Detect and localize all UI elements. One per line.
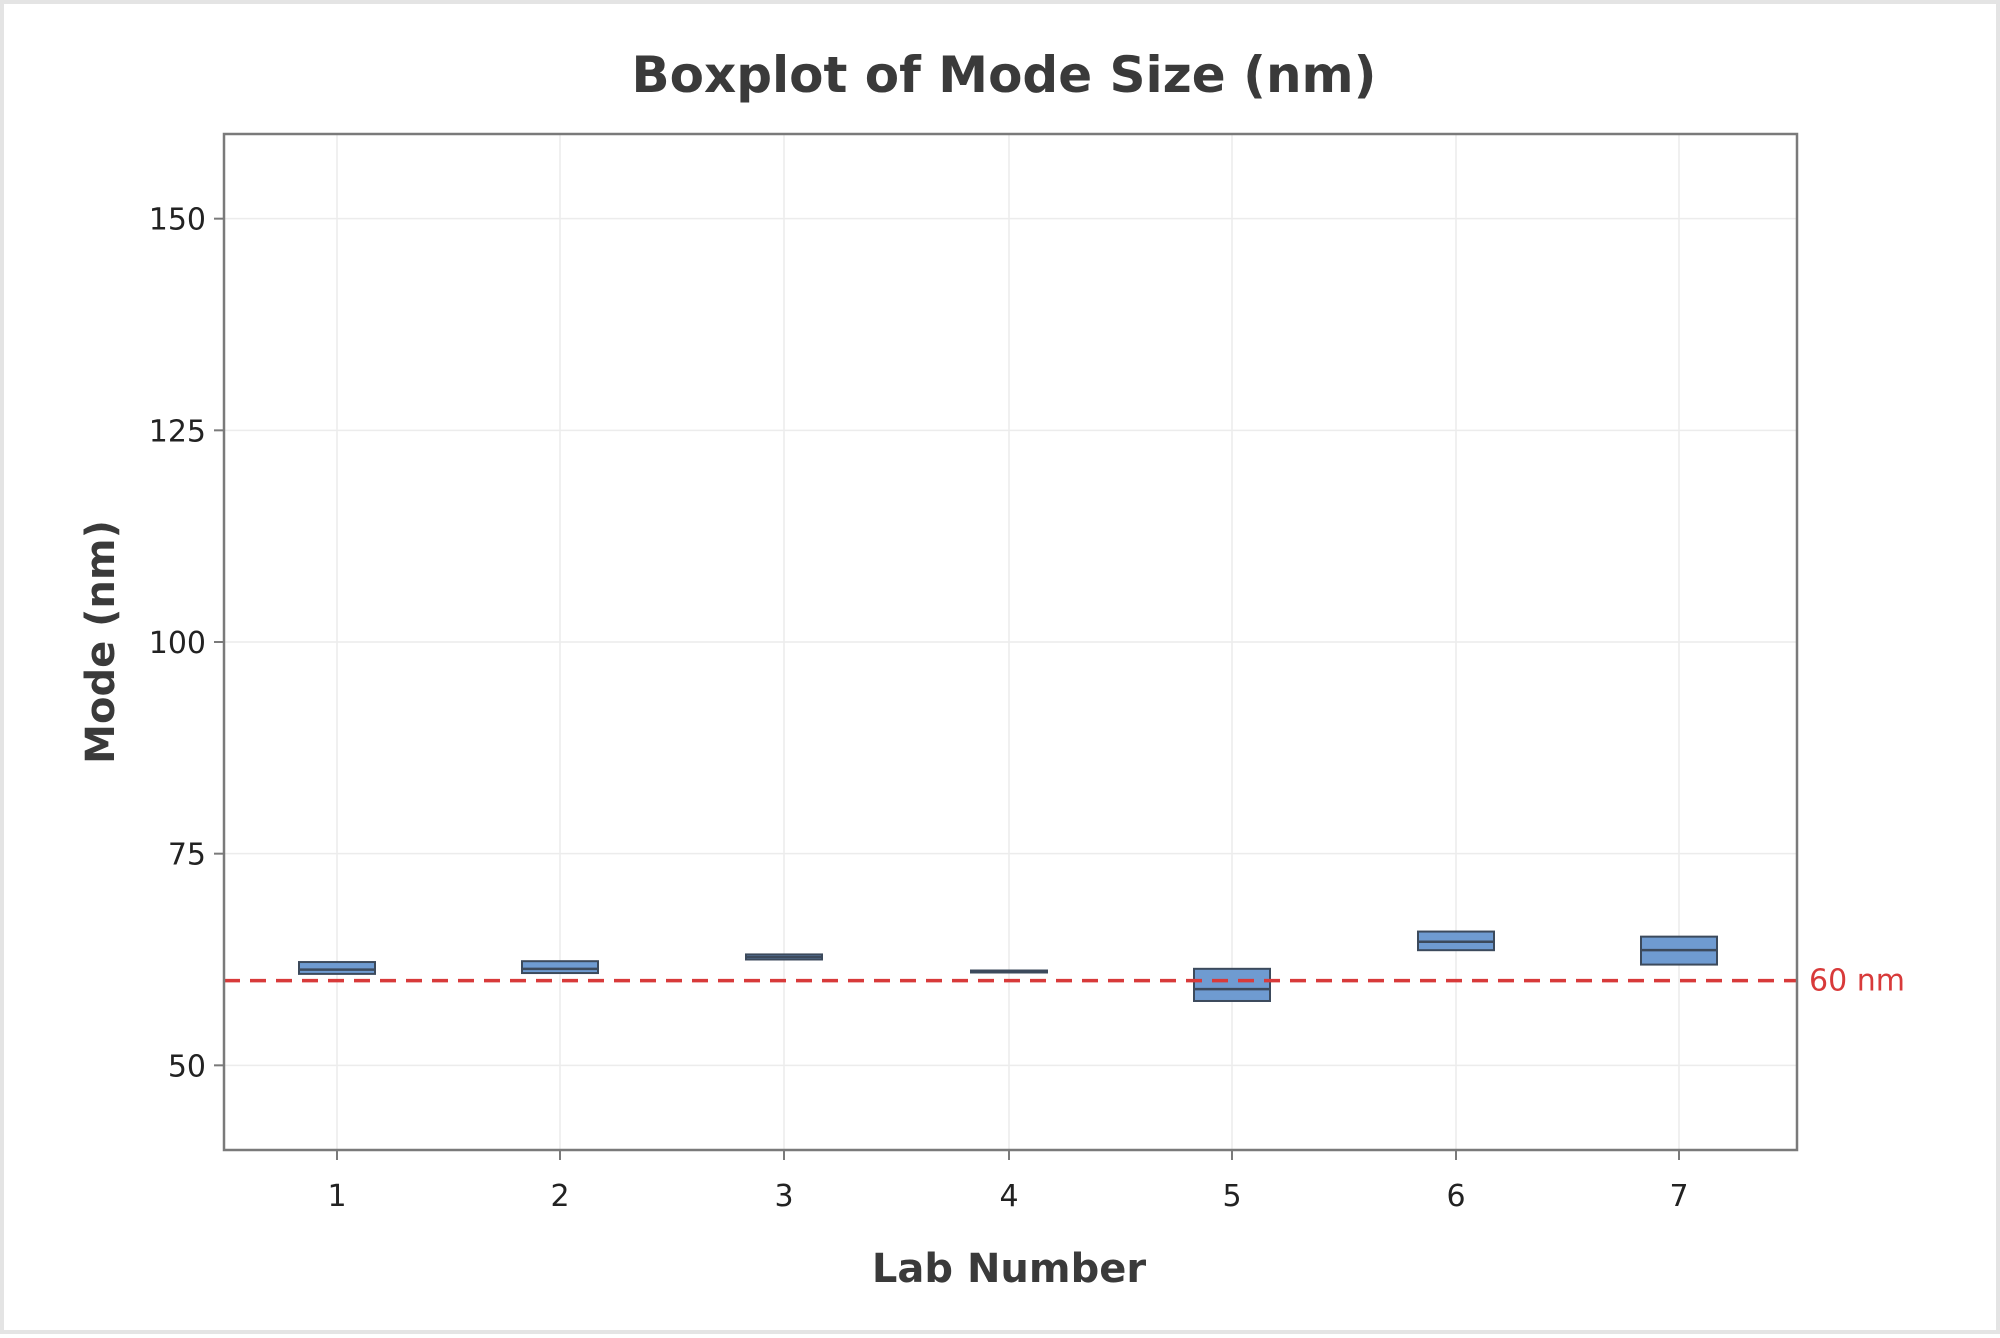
x-axis-ticks: 1 2 3 4 5 6 7: [327, 1150, 1689, 1214]
y-tick-label: 75: [168, 838, 206, 873]
box-lab-5: [1193, 967, 1271, 1002]
x-tick-label: 5: [1222, 1179, 1241, 1214]
plot-area-border: [222, 132, 1799, 1152]
boxplot-chart: Boxplot of Mode Size (nm) 5075100125150 …: [78, 46, 1905, 1292]
box-lab-1: [298, 961, 376, 975]
x-tick-label: 7: [1669, 1179, 1688, 1214]
y-tick-label: 125: [149, 414, 206, 449]
y-axis-ticks: 50 75 100 125 150: [149, 203, 224, 1084]
x-tick-label: 6: [1446, 1179, 1465, 1214]
y-tick-label: 150: [149, 203, 206, 238]
x-axis-label: Lab Number: [872, 1246, 1146, 1292]
chart-title: Boxplot of Mode Size (nm): [632, 46, 1377, 104]
y-tick-label: 50: [168, 1049, 206, 1084]
y-tick-label: 100: [149, 626, 206, 661]
grid-lines: [224, 134, 1797, 1150]
reference-line-group: 60 nm: [224, 964, 1905, 999]
x-tick-label: 4: [999, 1179, 1018, 1214]
x-tick-label: 1: [327, 1179, 346, 1214]
box-lab-2: [521, 960, 599, 975]
box-series: [298, 930, 1718, 1002]
x-tick-label: 3: [774, 1179, 793, 1214]
reference-line-label: 60 nm: [1809, 964, 1905, 999]
x-tick-label: 2: [550, 1179, 569, 1214]
y-axis-label: Mode (nm): [78, 520, 124, 764]
